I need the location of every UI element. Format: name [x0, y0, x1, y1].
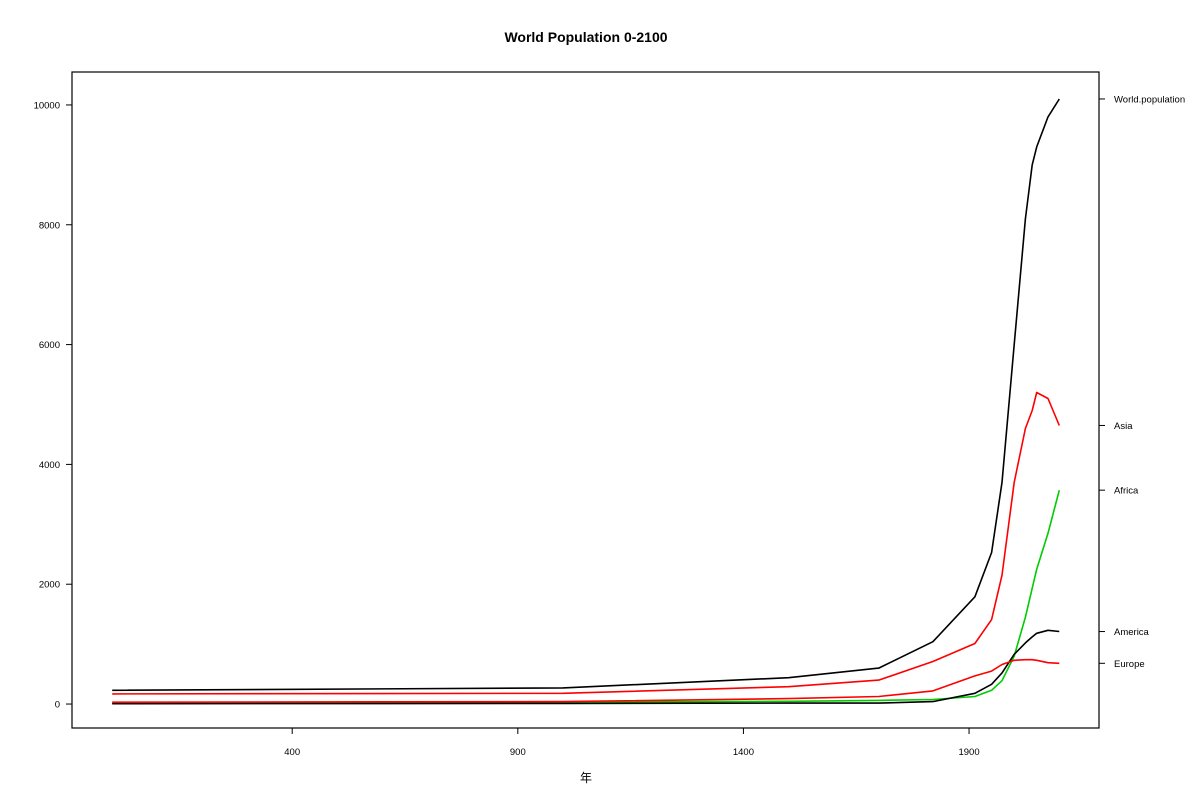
x-tick-label-1400: 1400	[733, 747, 754, 758]
series-line-europe	[112, 658, 1060, 704]
chart-title: World Population 0-2100	[504, 29, 667, 45]
y-tick-label-4000: 4000	[39, 460, 60, 471]
series-line-america	[112, 629, 1060, 705]
series-line-africa	[112, 489, 1061, 704]
series-line-asia	[112, 391, 1061, 695]
series-line-world-population	[112, 98, 1060, 692]
y-tick-label-10000: 10000	[34, 100, 60, 111]
series-label-asia: Asia	[1114, 421, 1133, 432]
y-tick-label-6000: 6000	[39, 340, 60, 351]
x-axis-label: 年	[580, 771, 592, 785]
series-label-america: America	[1114, 627, 1150, 638]
plot-frame	[71, 71, 1100, 729]
series-label-africa: Africa	[1114, 486, 1139, 497]
y-tick-label-8000: 8000	[39, 220, 60, 231]
series-label-europe: Europe	[1114, 659, 1145, 670]
y-tick-label-0: 0	[55, 700, 60, 711]
axes-layer: 400 900 1400 1900 0 2000 4000 6000 8000 10000	[34, 100, 980, 758]
series-label-world-population: World.population	[1114, 94, 1185, 105]
series-labels: World.population Asia Africa America Europe	[1099, 94, 1185, 670]
series-layer	[112, 98, 1061, 705]
y-tick-label-2000: 2000	[39, 580, 60, 591]
x-tick-label-1900: 1900	[958, 747, 979, 758]
x-tick-label-400: 400	[284, 747, 300, 758]
x-tick-label-900: 900	[510, 747, 526, 758]
